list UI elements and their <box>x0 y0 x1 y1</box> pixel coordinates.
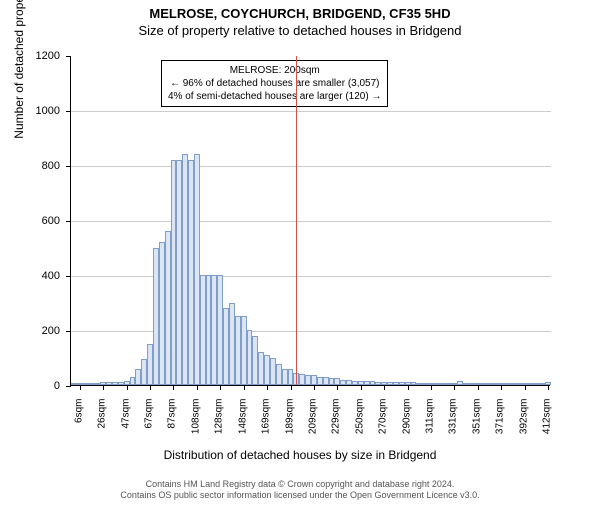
y-tick-label: 1200 <box>0 50 60 62</box>
x-tick-label: 392sqm <box>518 399 529 459</box>
x-tick-mark <box>454 385 455 390</box>
annotation-box: MELROSE: 200sqm ← 96% of detached houses… <box>161 60 388 107</box>
y-tick-label: 600 <box>0 215 60 227</box>
plot: MELROSE: 200sqm ← 96% of detached houses… <box>70 56 550 386</box>
x-tick-label: 270sqm <box>378 399 389 459</box>
y-tick-mark <box>66 166 71 167</box>
grid-line <box>71 111 551 112</box>
x-tick-label: 331sqm <box>448 399 459 459</box>
annotation-line2: ← 96% of detached houses are smaller (3,… <box>168 77 381 90</box>
grid-line <box>71 276 551 277</box>
footer-line1: Contains HM Land Registry data © Crown c… <box>0 479 600 491</box>
footer-line2: Contains OS public sector information li… <box>0 490 600 502</box>
x-tick-label: 311sqm <box>425 399 436 459</box>
y-tick-mark <box>66 276 71 277</box>
x-tick-label: 87sqm <box>167 399 178 459</box>
annotation-line3: 4% of semi-detached houses are larger (1… <box>168 90 381 103</box>
y-tick-label: 1000 <box>0 105 60 117</box>
annotation-line1: MELROSE: 200sqm <box>168 64 381 77</box>
x-tick-label: 6sqm <box>73 399 84 459</box>
x-tick-mark <box>337 385 338 390</box>
x-tick-label: 148sqm <box>237 399 248 459</box>
y-tick-mark <box>66 331 71 332</box>
x-tick-mark <box>244 385 245 390</box>
x-axis-label: Distribution of detached houses by size … <box>0 448 600 462</box>
y-tick-label: 800 <box>0 160 60 172</box>
grid-line <box>71 221 551 222</box>
x-tick-label: 108sqm <box>190 399 201 459</box>
x-tick-label: 250sqm <box>354 399 365 459</box>
footer: Contains HM Land Registry data © Crown c… <box>0 479 600 502</box>
x-tick-mark <box>127 385 128 390</box>
y-tick-mark <box>66 56 71 57</box>
x-tick-mark <box>150 385 151 390</box>
x-tick-mark <box>80 385 81 390</box>
x-tick-label: 371sqm <box>495 399 506 459</box>
x-tick-mark <box>408 385 409 390</box>
y-tick-label: 400 <box>0 270 60 282</box>
x-tick-mark <box>103 385 104 390</box>
x-tick-mark <box>431 385 432 390</box>
x-tick-mark <box>314 385 315 390</box>
chart-container: MELROSE, COYCHURCH, BRIDGEND, CF35 5HD S… <box>0 6 600 506</box>
x-tick-label: 229sqm <box>331 399 342 459</box>
x-tick-label: 47sqm <box>120 399 131 459</box>
x-tick-mark <box>220 385 221 390</box>
x-tick-label: 128sqm <box>214 399 225 459</box>
x-tick-mark <box>478 385 479 390</box>
title-main: MELROSE, COYCHURCH, BRIDGEND, CF35 5HD <box>0 6 600 21</box>
x-tick-mark <box>548 385 549 390</box>
reference-line <box>296 56 297 385</box>
title-sub: Size of property relative to detached ho… <box>0 23 600 38</box>
y-tick-mark <box>66 221 71 222</box>
y-tick-mark <box>66 111 71 112</box>
y-tick-label: 200 <box>0 325 60 337</box>
x-tick-label: 169sqm <box>261 399 272 459</box>
x-tick-mark <box>525 385 526 390</box>
x-tick-label: 67sqm <box>144 399 155 459</box>
x-tick-mark <box>267 385 268 390</box>
x-tick-label: 290sqm <box>401 399 412 459</box>
x-tick-label: 209sqm <box>307 399 318 459</box>
x-tick-label: 351sqm <box>471 399 482 459</box>
x-tick-label: 189sqm <box>284 399 295 459</box>
x-tick-mark <box>173 385 174 390</box>
y-tick-mark <box>66 386 71 387</box>
x-tick-mark <box>291 385 292 390</box>
chart-area: MELROSE: 200sqm ← 96% of detached houses… <box>70 56 550 386</box>
x-tick-mark <box>384 385 385 390</box>
x-tick-mark <box>197 385 198 390</box>
y-tick-label: 0 <box>0 380 60 392</box>
x-tick-label: 26sqm <box>97 399 108 459</box>
grid-line <box>71 331 551 332</box>
x-tick-mark <box>501 385 502 390</box>
grid-line <box>71 166 551 167</box>
x-tick-label: 412sqm <box>542 399 553 459</box>
x-tick-mark <box>361 385 362 390</box>
